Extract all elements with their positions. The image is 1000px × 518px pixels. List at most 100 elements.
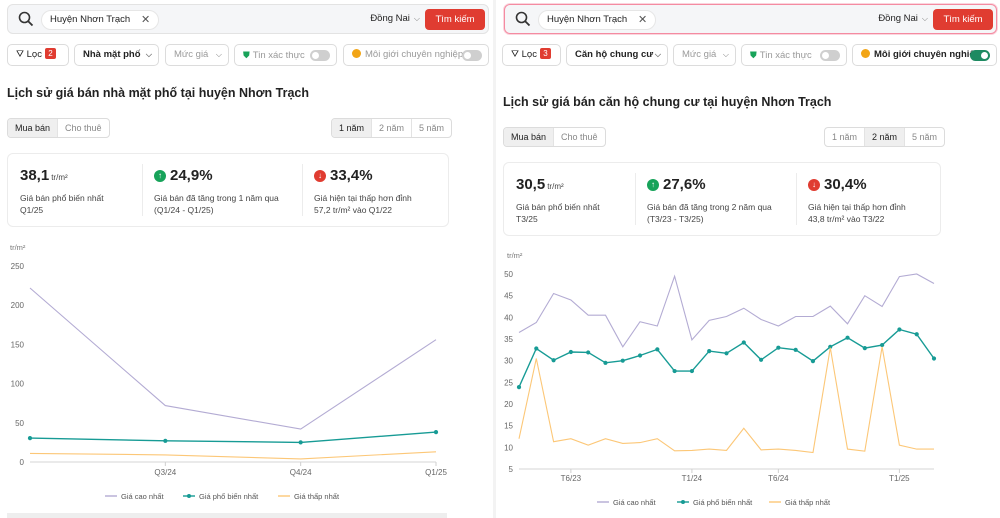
y-tick-label: 40 [504, 313, 513, 322]
filter-count-badge: 3 [539, 48, 551, 59]
data-point-common [163, 438, 168, 443]
legend-marker-common [681, 500, 685, 504]
stat-desc: Giá bán đã tăng trong 1 năm qua [154, 193, 279, 203]
series-line-common [29, 431, 437, 444]
legend-label: Giá thấp nhất [785, 498, 831, 507]
filter-count-badge: 2 [44, 48, 56, 59]
stat-common-price: 30,5 tr/m² Giá bán phổ biến nhất T3/25 [504, 163, 634, 235]
location-chip[interactable]: Huyện Nhơn Trạch ✕ [41, 10, 160, 30]
x-tick-label: Q3/24 [154, 468, 176, 477]
y-tick-label: 25 [504, 378, 513, 387]
arrow-up-icon: ↑ [154, 170, 166, 182]
period-5-nam[interactable]: 5 năm [912, 132, 938, 142]
broker-toggle[interactable] [970, 50, 990, 61]
y-tick-label: 0 [20, 458, 25, 467]
period-5-nam[interactable]: 5 năm [419, 123, 445, 133]
property-type-select[interactable]: Căn hộ chung cư ⌵ [566, 44, 668, 66]
broker-toggle-group[interactable]: Môi giới chuyên nghiệp [852, 44, 997, 66]
stat-desc: Giá hiện tại thấp hơn đỉnh [314, 193, 412, 203]
y-tick-label: 250 [11, 262, 25, 271]
broker-toggle-group[interactable]: Môi giới chuyên nghiệp [343, 44, 489, 66]
shield-icon: ⛊ [750, 50, 757, 60]
arrow-up-icon: ↑ [647, 179, 659, 191]
stat-desc: Giá bán đã tăng trong 2 năm qua [647, 202, 772, 212]
legend-label: Giá phổ biến nhất [693, 498, 753, 507]
data-point-common [914, 332, 919, 337]
property-type-label: Căn hộ chung cư [575, 49, 654, 60]
verified-toggle[interactable] [310, 50, 330, 61]
data-point-common [298, 440, 303, 445]
chevron-down-icon: ⌵ [722, 50, 729, 59]
price-select[interactable]: Mức giá ⌵ [673, 44, 736, 66]
stats-card: 30,5 tr/m² Giá bán phổ biến nhất T3/25 ↑ 2… [503, 162, 941, 236]
data-point-common [793, 347, 798, 352]
data-point-common [880, 342, 885, 348]
transaction-tabs: Mua bán Cho thuê [7, 118, 110, 138]
search-button[interactable]: Tìm kiếm [933, 9, 993, 30]
search-bar[interactable]: Huyện Nhơn Trạch ✕ Đồng Nai ⌵ Tìm kiếm [7, 4, 489, 34]
period-tabs: 1 năm 2 năm 5 năm [824, 127, 946, 147]
price-select[interactable]: Mức giá ⌵ [165, 44, 229, 66]
verified-toggle-group[interactable]: ⛊ Tin xác thực [234, 44, 337, 66]
stat-value: 30,4% [824, 176, 867, 193]
scroll-edge [7, 513, 447, 518]
funnel-icon: ⛛ [16, 49, 24, 60]
y-tick-label: 100 [11, 380, 25, 389]
location-chip[interactable]: Huyện Nhơn Trạch ✕ [538, 10, 657, 30]
verified-toggle[interactable] [820, 50, 840, 61]
data-point-common [603, 360, 608, 365]
close-icon[interactable]: ✕ [140, 14, 151, 26]
stat-desc: Giá hiện tại thấp hơn đỉnh [808, 202, 906, 212]
broker-badge-icon [861, 49, 870, 58]
verified-toggle-group[interactable]: ⛊ Tin xác thực [741, 44, 847, 66]
period-1-nam[interactable]: 1 năm [825, 128, 866, 146]
broker-toggle[interactable] [462, 50, 482, 61]
property-type-select[interactable]: Nhà mặt phố ⌵ [74, 44, 159, 66]
period-2-nam[interactable]: 2 năm [372, 119, 413, 137]
province-select[interactable]: Đồng Nai ⌵ [370, 13, 420, 24]
x-tick-label: T6/23 [561, 474, 582, 483]
province-select[interactable]: Đồng Nai ⌵ [878, 13, 928, 24]
period-2-nam[interactable]: 2 năm [865, 128, 906, 146]
transaction-tabs: Mua bán Cho thuê [503, 127, 606, 147]
data-point-common [758, 357, 764, 362]
filter-button[interactable]: ⛛ Lọc 2 [7, 44, 69, 66]
series-line-low [518, 346, 934, 454]
period-1-nam[interactable]: 1 năm [332, 119, 373, 137]
tab-cho-thue[interactable]: Cho thuê [561, 132, 598, 142]
location-chip-label: Huyện Nhơn Trạch [50, 14, 131, 25]
tab-mua-ban[interactable]: Mua bán [8, 119, 59, 137]
data-point-common [568, 349, 573, 355]
stat-subdesc: 57,2 tr/m² vào Q1/22 [314, 205, 392, 215]
chevron-down-icon: ⌵ [921, 14, 928, 23]
arrow-down-icon: ↓ [808, 179, 820, 191]
location-chip-label: Huyện Nhơn Trạch [547, 14, 628, 25]
x-tick-label: Q4/24 [290, 468, 312, 477]
stat-value: 38,1 [20, 167, 50, 184]
tab-cho-thue[interactable]: Cho thuê [65, 123, 102, 133]
stat-unit: tr/m² [51, 173, 68, 182]
filter-button[interactable]: ⛛ Lọc 3 [502, 44, 561, 66]
legend-label: Giá cao nhất [613, 498, 656, 507]
data-point-common [931, 356, 937, 361]
y-axis-unit-label: tr/m² [10, 243, 26, 252]
tab-mua-ban[interactable]: Mua bán [504, 128, 555, 146]
stat-desc: Giá bán phổ biến nhất [20, 193, 104, 203]
y-tick-label: 35 [504, 335, 513, 344]
data-point-common [862, 346, 867, 351]
close-icon[interactable]: ✕ [637, 14, 648, 26]
legend-label: Giá cao nhất [121, 492, 164, 501]
series-line-high [29, 287, 437, 430]
x-tick-label: T1/25 [889, 474, 910, 483]
search-bar[interactable]: Huyện Nhơn Trạch ✕ Đồng Nai ⌵ Tìm kiếm [504, 4, 997, 34]
verified-label: Tin xác thực [759, 50, 812, 61]
data-point-common [672, 368, 677, 374]
search-icon[interactable] [18, 11, 34, 27]
y-tick-label: 150 [11, 340, 25, 349]
data-point-common [776, 345, 781, 350]
search-icon[interactable] [515, 11, 531, 27]
y-tick-label: 15 [504, 422, 513, 431]
stat-subdesc: Q1/25 [20, 205, 44, 215]
y-tick-label: 20 [504, 400, 513, 409]
search-button[interactable]: Tìm kiếm [425, 9, 485, 30]
